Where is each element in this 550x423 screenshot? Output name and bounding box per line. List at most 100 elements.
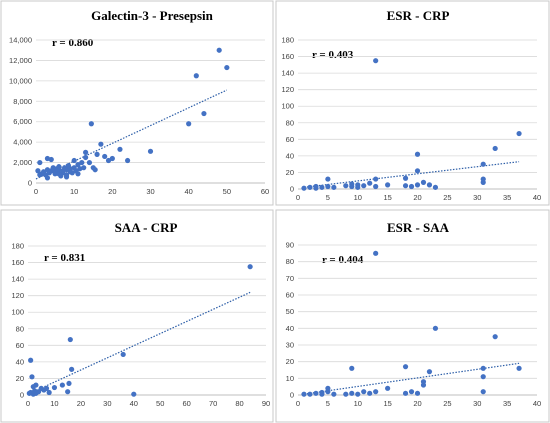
data-point xyxy=(408,183,415,190)
trendline xyxy=(35,89,228,180)
data-point xyxy=(94,151,100,157)
data-point xyxy=(224,64,230,71)
data-point xyxy=(83,149,89,155)
y-tick-label: 20 xyxy=(286,168,294,177)
data-point xyxy=(420,179,427,185)
data-point xyxy=(432,184,439,190)
data-point xyxy=(81,165,87,171)
y-tick-label: 90 xyxy=(286,241,294,250)
y-tick-label: 180 xyxy=(281,36,294,45)
data-point xyxy=(109,155,115,162)
data-point xyxy=(361,389,367,395)
x-tick-label: 15 xyxy=(383,193,391,202)
data-point xyxy=(349,181,355,187)
y-tick-label: 140 xyxy=(281,69,294,78)
data-point xyxy=(105,157,112,164)
y-tick-label: 80 xyxy=(286,118,294,127)
x-tick-label: 25 xyxy=(443,193,451,202)
y-tick-label: 6,000 xyxy=(13,117,32,126)
panel-frame xyxy=(275,0,550,206)
data-point xyxy=(373,250,379,256)
x-tick-label: 35 xyxy=(503,193,511,202)
x-tick-label: 50 xyxy=(223,187,231,196)
y-tick-label: 180 xyxy=(11,242,24,251)
panel-saa-crp: SAA - CRP r = 0.831 02040608010012014016… xyxy=(0,209,274,423)
x-tick-label: 60 xyxy=(261,187,269,196)
data-point xyxy=(414,390,421,396)
data-point xyxy=(65,389,71,395)
x-tick-label: 20 xyxy=(413,193,421,202)
x-tick-label: 30 xyxy=(473,399,481,408)
correlation-label: r = 0.860 xyxy=(52,37,94,49)
panel-galectin-presepsin: Galectin-3 - Presepsin r = 0.860 0 2,000 4… xyxy=(0,0,274,206)
data-point xyxy=(402,390,409,396)
data-point xyxy=(46,389,52,396)
y-tick-label: 0 xyxy=(20,391,24,400)
y-tick-label: 80 xyxy=(286,257,294,266)
y-tick-label: 0 xyxy=(28,179,32,188)
data-point xyxy=(69,170,75,176)
data-point xyxy=(408,389,415,395)
correlation-label: r = 0.404 xyxy=(322,254,364,266)
x-tick-label: 40 xyxy=(533,193,541,202)
data-point xyxy=(216,47,222,53)
y-tick-label: 30 xyxy=(286,341,294,350)
data-point xyxy=(35,168,41,174)
x-tick-label: 20 xyxy=(108,187,116,196)
x-tick-label: 60 xyxy=(182,399,190,408)
x-tick-label: 0 xyxy=(34,187,38,196)
data-point xyxy=(51,384,58,391)
data-point xyxy=(361,183,367,189)
data-point xyxy=(373,183,379,190)
data-point xyxy=(120,351,126,358)
data-point xyxy=(201,110,207,117)
x-tick-label: 5 xyxy=(326,399,330,408)
data-point xyxy=(117,146,123,152)
data-point xyxy=(480,374,486,380)
data-point xyxy=(385,385,391,391)
correlation-label: r = 0.403 xyxy=(312,49,354,61)
x-tick-label: 10 xyxy=(354,193,362,202)
data-point xyxy=(343,391,349,397)
data-point xyxy=(426,182,433,188)
y-tick-label: 140 xyxy=(11,275,24,284)
x-tick-label: 0 xyxy=(296,399,300,408)
panel-esr-saa: ESR - SAA r = 0.404 0 10 20 30 40 50 60 70 80 90 0… xyxy=(275,209,550,423)
data-point xyxy=(69,366,75,372)
data-point xyxy=(355,182,361,188)
data-point xyxy=(131,391,137,397)
data-point xyxy=(414,182,421,188)
data-point xyxy=(325,176,331,182)
data-point xyxy=(147,148,154,154)
y-tick-label: 0 xyxy=(290,185,294,194)
data-point xyxy=(492,334,498,340)
data-point xyxy=(88,121,94,127)
data-point xyxy=(373,58,379,64)
y-tick-label: 20 xyxy=(286,357,294,366)
y-tick-label: 40 xyxy=(286,324,294,333)
x-tick-label: 50 xyxy=(156,399,164,408)
data-point xyxy=(63,174,70,180)
data-point xyxy=(355,391,361,397)
x-tick-label: 35 xyxy=(503,399,511,408)
y-tick-label: 20 xyxy=(16,374,24,383)
x-tick-label: 25 xyxy=(443,399,451,408)
y-tick-label: 12,000 xyxy=(9,56,32,65)
x-tick-label: 10 xyxy=(70,187,78,196)
data-point xyxy=(83,154,89,161)
x-tick-label: 80 xyxy=(235,399,243,408)
y-tick-label: 4,000 xyxy=(13,138,32,147)
data-point xyxy=(349,390,355,396)
data-point xyxy=(48,156,54,163)
y-tick-label: 8,000 xyxy=(13,97,32,106)
data-point xyxy=(301,391,307,397)
y-tick-label: 160 xyxy=(11,258,24,267)
data-point xyxy=(86,159,93,166)
data-point xyxy=(426,369,433,375)
y-tick-label: 70 xyxy=(286,274,294,283)
y-tick-label: 60 xyxy=(286,135,294,144)
data-point xyxy=(331,391,337,397)
data-point xyxy=(43,385,50,391)
data-point xyxy=(92,167,98,173)
